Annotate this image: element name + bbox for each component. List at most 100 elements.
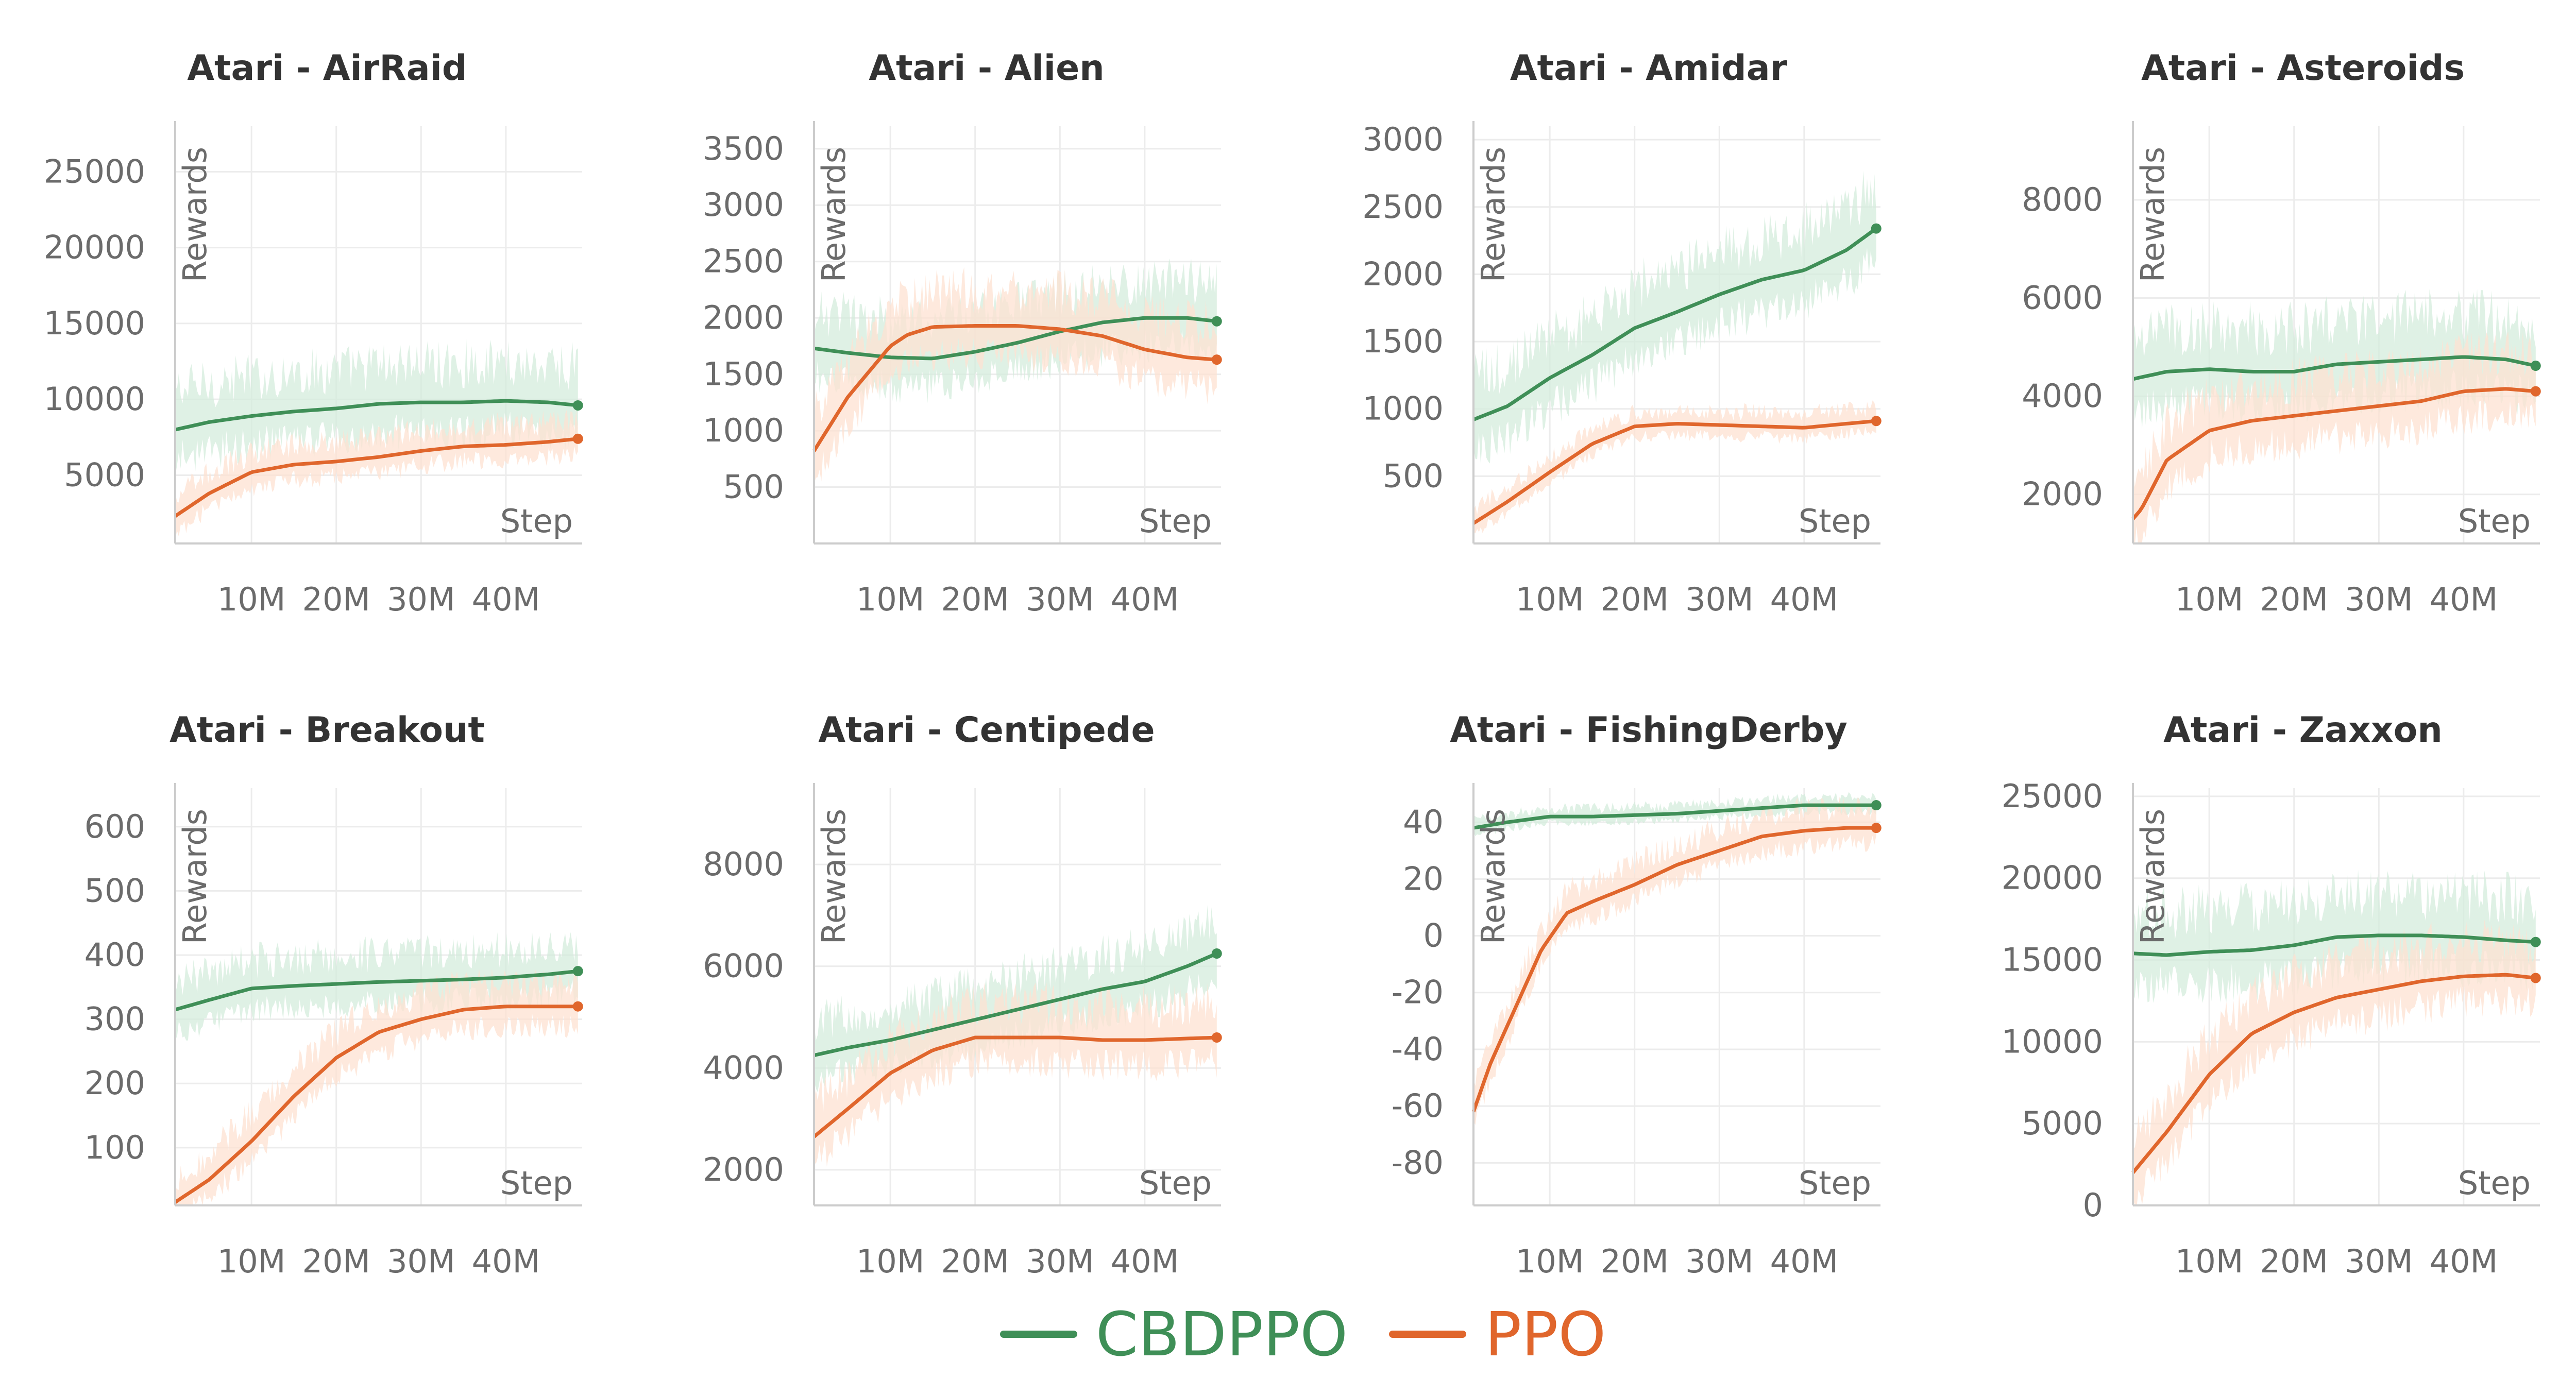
series-endpoint-ppo [1871,823,1882,833]
x-axis-label: Step [2458,1164,2531,1202]
chart-panel-6: Atari - Centipede 2000 4000 6000 8000 10M 20M 3… [703,710,1222,1280]
y-tick-label: 20 [1403,860,1444,897]
x-tick-label: 10M [217,1243,285,1280]
chart-title: Atari - FishingDerby [1450,710,1848,751]
y-tick-label: 3500 [703,130,784,167]
x-axis-label: Step [1139,1164,1212,1202]
series-band-ppo [175,410,578,540]
series-endpoint-cbdppo [572,966,583,977]
y-tick-label: -40 [1392,1030,1444,1068]
legend-label-cbdppo: CBDPPO [1095,1299,1348,1370]
x-tick-label: 40M [1111,581,1179,618]
chart-panel-7: Atari - FishingDerby -80 -60 -40 -20 0 20 40 10M… [1392,710,1882,1280]
series-endpoint-cbdppo [1871,223,1882,234]
x-tick-label: 30M [387,1243,455,1280]
y-tick-label: 500 [84,872,145,909]
y-tick-label: 5000 [2022,1104,2103,1142]
series-endpoint-ppo [2530,386,2541,397]
y-tick-label: 200 [84,1064,145,1102]
x-tick-label: 30M [2345,581,2413,618]
chart-title: Atari - Zaxxon [2163,710,2442,751]
x-tick-label: 30M [1026,1243,1094,1280]
series-line-ppo [812,324,1217,452]
legend-item-cbdppo: CBDPPO [999,1299,1348,1370]
series-line-ppo [2131,973,2536,1174]
legend-label-ppo: PPO [1485,1299,1606,1370]
x-tick-label: 10M [1516,581,1584,618]
y-tick-label: 6000 [703,947,784,985]
y-tick-label: 40 [1403,803,1444,841]
x-axis-label: Step [1139,502,1212,540]
x-tick-label: 20M [2260,1243,2328,1280]
y-tick-label: 25000 [44,152,145,190]
y-tick-label: 20000 [2002,859,2103,897]
x-tick-label: 10M [217,581,285,618]
series-endpoint-ppo [1871,416,1882,427]
series-band-ppo [2133,331,2536,543]
series-line-cbdppo [2132,933,2536,957]
series-band-ppo [1473,400,1876,534]
y-tick-label: 100 [84,1129,145,1166]
legend: CBDPPO PPO [0,1298,2576,1370]
y-axis-label: Rewards [815,147,853,282]
y-axis-label: Rewards [1475,809,1512,944]
x-tick-label: 20M [941,1243,1009,1280]
chart-panel-1: Atari - AirRaid 5000 10000 15000 20000 25000 1… [44,48,583,618]
y-tick-label: 2500 [703,243,784,280]
series-line-ppo [1472,419,1877,525]
x-tick-label: 30M [2345,1243,2413,1280]
y-tick-label: 10000 [2002,1023,2103,1060]
y-tick-label: 1500 [1362,322,1444,360]
y-tick-label: 400 [84,936,145,974]
series-line-cbdppo [175,399,579,432]
y-tick-label: 600 [84,808,145,845]
series-band-ppo [2133,920,2536,1205]
y-tick-label: 300 [84,1000,145,1038]
chart-panel-8: Atari - Zaxxon 0 5000 10000 15000 20000 25000 1… [2002,710,2541,1280]
y-tick-label: 1000 [1362,390,1444,428]
x-tick-label: 20M [1601,1243,1669,1280]
series-endpoint-cbdppo [1871,800,1882,811]
series-endpoint-ppo [1211,1032,1222,1043]
y-tick-label: 20000 [44,229,145,266]
y-tick-label: 2000 [1362,255,1444,293]
y-tick-label: 2000 [2022,475,2103,513]
y-axis-label: Rewards [815,809,853,944]
legend-swatch-ppo [1389,1331,1467,1338]
x-tick-label: 40M [2430,581,2498,618]
series-line-ppo [1471,826,1876,1113]
y-tick-label: 3000 [703,186,784,224]
series-line-cbdppo [1473,803,1876,830]
y-tick-label: 2000 [703,1151,784,1188]
y-tick-label: 500 [1383,457,1444,495]
y-tick-label: 6000 [2022,279,2103,317]
series-band-ppo [814,982,1217,1167]
x-tick-label: 30M [1685,581,1753,618]
series-band-ppo [1473,796,1876,1125]
y-tick-label: 8000 [2022,181,2103,218]
series-endpoint-cbdppo [2530,937,2541,947]
y-tick-label: 2500 [1362,188,1444,226]
x-axis-label: Step [500,502,573,540]
chart-panel-5: Atari - Breakout 100 200 300 400 500 600 10M 20M… [84,710,583,1280]
y-tick-label: 1500 [703,355,784,393]
chart-title: Atari - AirRaid [187,48,467,89]
x-tick-label: 40M [1111,1243,1179,1280]
chart-title: Atari - Centipede [818,710,1155,751]
y-tick-label: 0 [2083,1186,2103,1224]
y-tick-label: 15000 [44,304,145,342]
x-tick-label: 10M [856,1243,924,1280]
x-tick-label: 10M [856,581,924,618]
series-line-cbdppo [2132,355,2536,381]
series-endpoint-cbdppo [572,400,583,411]
y-tick-label: 2000 [703,299,784,336]
y-tick-label: -20 [1392,974,1444,1011]
series-band-ppo [175,968,578,1205]
series-endpoint-ppo [1211,354,1222,365]
x-axis-label: Step [1799,1164,1871,1202]
chart-panel-3: Atari - Amidar 500 1000 1500 2000 2500 3000 10M… [1362,48,1882,618]
y-axis-label: Rewards [176,147,214,282]
x-tick-label: 30M [387,581,455,618]
y-axis-label: Rewards [176,809,214,944]
y-axis-label: Rewards [2134,147,2172,282]
